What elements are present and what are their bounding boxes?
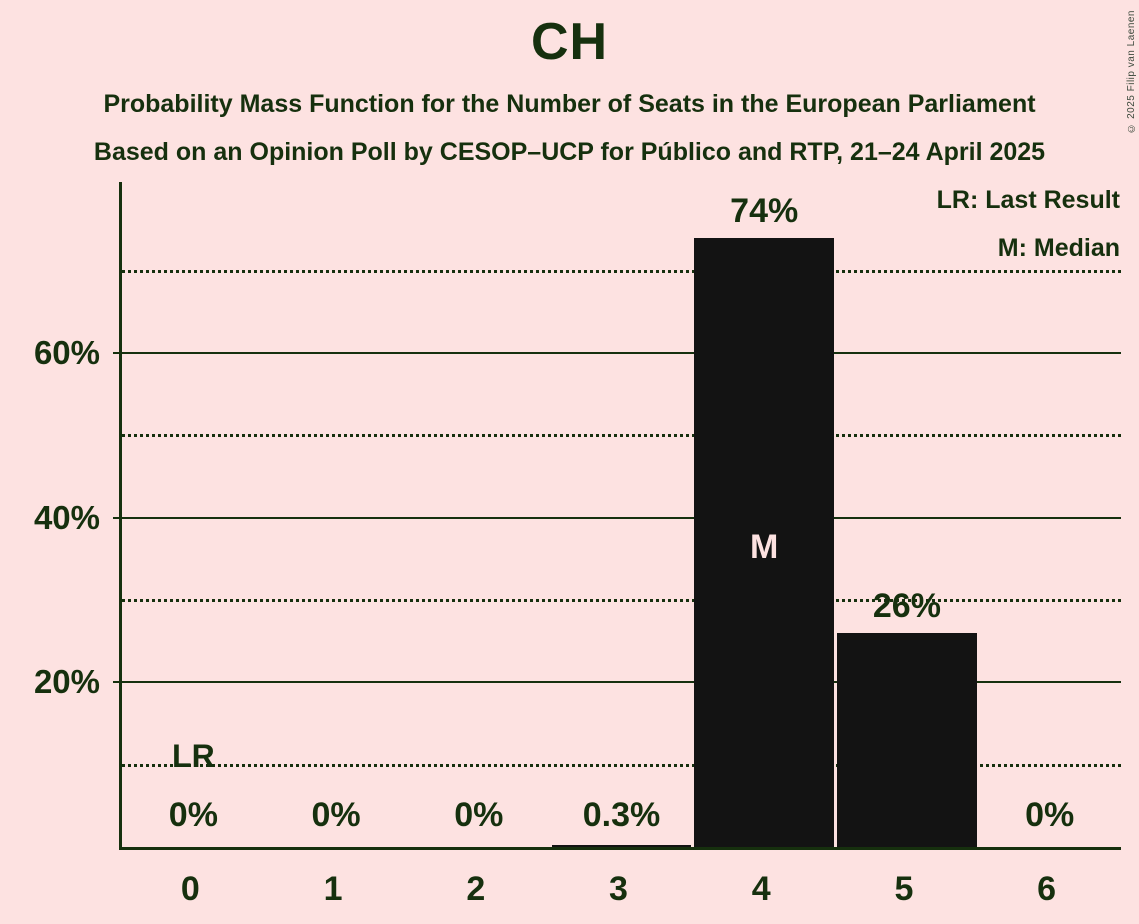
gridline-dotted [122, 269, 1121, 273]
x-axis-label: 6 [1037, 870, 1057, 908]
bar [551, 844, 692, 847]
bar-value-label: 74% [730, 191, 799, 230]
bar-value-label: 0% [454, 796, 504, 834]
legend-last-result: LR: Last Result [936, 186, 1120, 214]
chart-source-line: Based on an Opinion Poll by CESOP–UCP fo… [93, 138, 1046, 166]
last-result-marker: LR [172, 738, 215, 774]
bar-value-label: 0% [168, 796, 218, 834]
bar-value-label: 0% [1025, 796, 1075, 834]
y-axis-label: 40% [33, 498, 100, 536]
median-marker: M [750, 528, 779, 566]
plot-area: 0% 0% 0% 0.3% 74% 26% 0% M LR [113, 182, 1121, 850]
gridline-dotted [122, 599, 1121, 603]
page-title: CH [530, 13, 609, 71]
copyright-notice: © 2025 Filip van Laenen [1126, 10, 1137, 134]
x-axis-label: 2 [466, 870, 486, 908]
x-axis-label: 3 [609, 870, 628, 908]
bar [694, 237, 835, 847]
bar-value-label: 0.3% [582, 796, 661, 834]
bar-value-label: 26% [872, 587, 941, 625]
bar [837, 633, 977, 847]
gridline-dotted [122, 763, 1121, 767]
x-axis-label: 4 [751, 870, 771, 908]
gridline-dotted [122, 434, 1121, 438]
gridline-solid [113, 516, 1121, 519]
y-axis-label: 20% [33, 663, 100, 701]
bar-value-label: 0% [311, 796, 361, 834]
gridline-solid [113, 352, 1121, 355]
y-axis-label: 60% [33, 334, 100, 372]
x-axis-label: 1 [323, 870, 343, 908]
gridline-solid [113, 681, 1121, 684]
x-axis-label: 5 [894, 870, 914, 908]
x-axis-label: 0 [180, 870, 200, 908]
legend-median: M: Median [997, 234, 1120, 262]
chart-subtitle: Probability Mass Function for the Number… [103, 90, 1036, 118]
x-axis-labels: 0 1 2 3 4 5 6 [0, 866, 1139, 912]
